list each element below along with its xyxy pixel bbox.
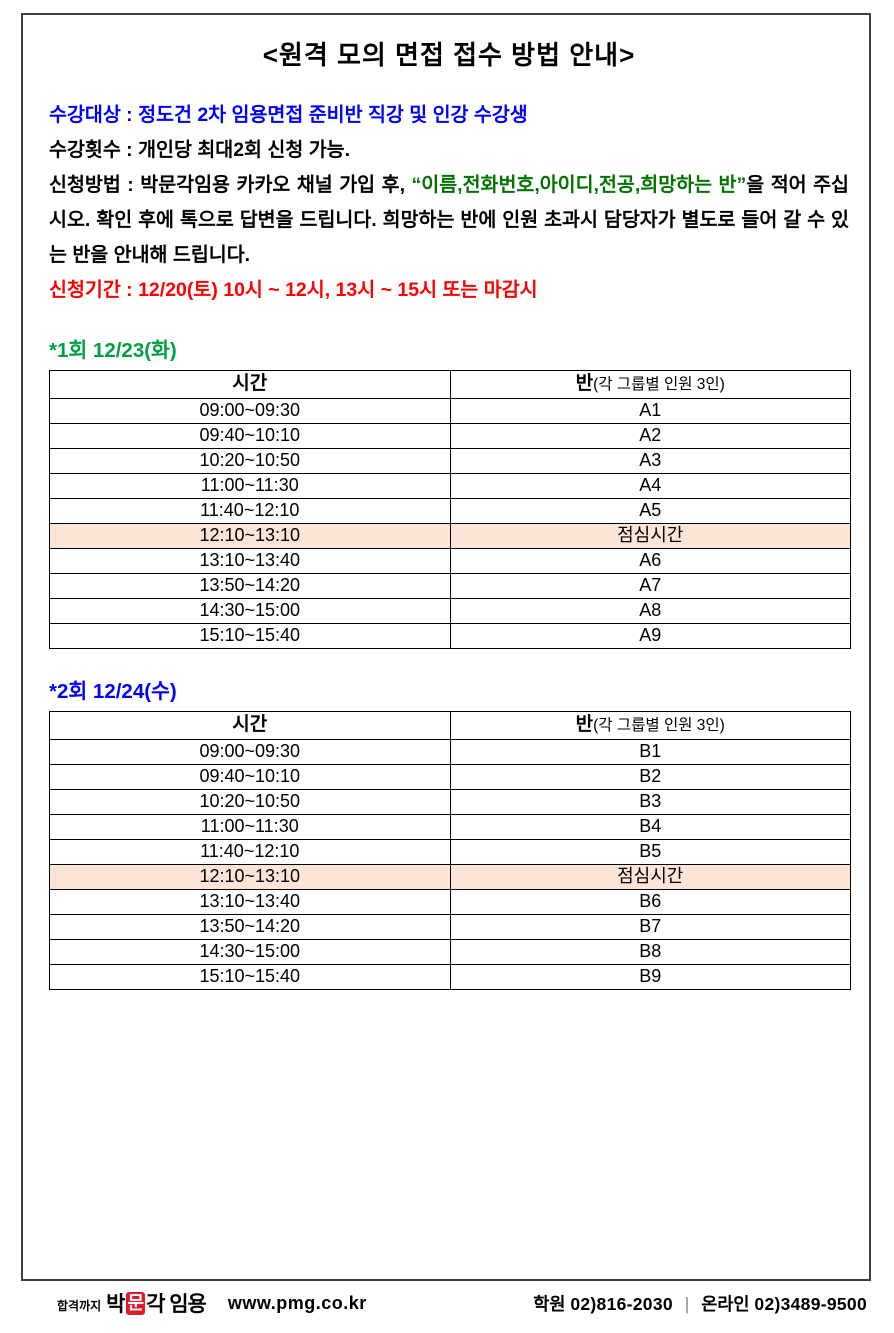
class-cell: A5 [449, 498, 851, 524]
time-cell: 14:30~15:00 [49, 598, 451, 624]
class-cell: B1 [449, 739, 851, 765]
page-border: <원격 모의 면접 접수 방법 안내> 수강대상 : 정도건 2차 임용면접 준… [21, 13, 871, 1281]
time-cell: 09:00~09:30 [49, 398, 451, 424]
class-header-note: (각 그룹별 인원 3인) [593, 376, 725, 394]
class-cell: B9 [449, 964, 851, 990]
time-cell: 13:50~14:20 [49, 914, 451, 940]
time-header-label: 시간 [232, 714, 268, 736]
time-header-cell: 시간 [49, 370, 451, 399]
table-row: 14:30~15:00 A8 [49, 598, 851, 624]
class-cell: B8 [449, 939, 851, 965]
class-cell: A7 [449, 573, 851, 599]
lunch-break-row: 12:10~13:10 점심시간 [49, 864, 851, 890]
table-row: 13:10~13:40 B6 [49, 889, 851, 915]
session-2-heading: *2회 12/24(수) [49, 680, 177, 703]
table-row: 13:50~14:20 B7 [49, 914, 851, 940]
class-cell: 점심시간 [449, 864, 851, 890]
method-text-suffix: 을 적어 주십시오. 확인 후에 톡으로 답변을 드립니다. 희망하는 반에 인… [49, 174, 849, 266]
time-cell: 09:40~10:10 [49, 423, 451, 449]
logo-mun-badge: 문 [125, 1291, 146, 1315]
table-row: 13:10~13:40 A6 [49, 548, 851, 574]
time-header-label: 시간 [232, 373, 268, 395]
class-cell: A6 [449, 548, 851, 574]
table-row: 15:10~15:40 A9 [49, 623, 851, 649]
class-header-note: (각 그룹별 인원 3인) [593, 717, 725, 735]
class-cell: B4 [449, 814, 851, 840]
table-row: 09:40~10:10 B2 [49, 764, 851, 790]
time-cell: 13:10~13:40 [49, 548, 451, 574]
time-cell: 13:10~13:40 [49, 889, 451, 915]
website-url: www.pmg.co.kr [227, 1292, 367, 1313]
time-cell: 13:50~14:20 [49, 573, 451, 599]
time-cell: 12:10~13:10 [49, 523, 451, 549]
session-1-table: 시간 반(각 그룹별 인원 3인) 09:00~09:30 A1 09:40~10… [49, 370, 851, 649]
table-row: 11:40~12:10 B5 [49, 839, 851, 865]
class-header-cell: 반(각 그룹별 인원 3인) [449, 711, 851, 740]
class-cell: B5 [449, 839, 851, 865]
table-row: 09:40~10:10 A2 [49, 423, 851, 449]
table-header-row: 시간 반(각 그룹별 인원 3인) [49, 711, 851, 740]
table-row: 10:20~10:50 A3 [49, 448, 851, 474]
class-header-cell: 반(각 그룹별 인원 3인) [449, 370, 851, 399]
phone-divider: | [684, 1293, 690, 1314]
session-2-table: 시간 반(각 그룹별 인원 3인) 09:00~09:30 B1 09:40~10… [49, 711, 851, 990]
class-cell: B2 [449, 764, 851, 790]
time-cell: 10:20~10:50 [49, 789, 451, 815]
class-cell: A4 [449, 473, 851, 499]
time-cell: 11:40~12:10 [49, 839, 451, 865]
class-header-label: 반 [575, 714, 594, 736]
contact-phones: 학원 02)816-2030 | 온라인 02)3489-9500 [533, 1291, 867, 1316]
application-method-paragraph: 신청방법 : 박문각임용 카카오 채널 가입 후, “이름,전화번호,아이디,전… [49, 168, 849, 273]
target-audience-line: 수강대상 : 정도건 2차 임용면접 준비반 직강 및 인강 수강생 [49, 104, 528, 126]
time-cell: 12:10~13:10 [49, 864, 451, 890]
table-row: 15:10~15:40 B9 [49, 964, 851, 990]
table-row: 09:00~09:30 A1 [49, 398, 851, 424]
class-cell: B7 [449, 914, 851, 940]
class-cell: A8 [449, 598, 851, 624]
class-cell: A2 [449, 423, 851, 449]
time-cell: 09:40~10:10 [49, 764, 451, 790]
lunch-break-row: 12:10~13:10 점심시간 [49, 523, 851, 549]
time-cell: 11:00~11:30 [49, 814, 451, 840]
class-cell: B6 [449, 889, 851, 915]
online-label: 온라인 [701, 1293, 750, 1314]
session-1-heading: *1회 12/23(화) [49, 339, 177, 362]
time-cell: 11:00~11:30 [49, 473, 451, 499]
table-row: 13:50~14:20 A7 [49, 573, 851, 599]
table-row: 10:20~10:50 B3 [49, 789, 851, 815]
table-row: 11:00~11:30 B4 [49, 814, 851, 840]
table-row: 11:00~11:30 A4 [49, 473, 851, 499]
table-row: 14:30~15:00 B8 [49, 939, 851, 965]
class-cell: A9 [449, 623, 851, 649]
class-cell: 점심시간 [449, 523, 851, 549]
class-cell: A3 [449, 448, 851, 474]
table-row: 09:00~09:30 B1 [49, 739, 851, 765]
time-header-cell: 시간 [49, 711, 451, 740]
logo-tagline: 합격까지 [57, 1298, 102, 1313]
logo-part1: 박 [106, 1293, 125, 1316]
class-cell: A1 [449, 398, 851, 424]
time-cell: 15:10~15:40 [49, 623, 451, 649]
table-header-row: 시간 반(각 그룹별 인원 3인) [49, 370, 851, 399]
time-cell: 14:30~15:00 [49, 939, 451, 965]
class-cell: B3 [449, 789, 851, 815]
table-row: 11:40~12:10 A5 [49, 498, 851, 524]
time-cell: 15:10~15:40 [49, 964, 451, 990]
method-required-fields: “이름,전화번호,아이디,전공,희망하는 반” [411, 174, 747, 196]
method-text-prefix: 신청방법 : 박문각임용 카카오 채널 가입 후, [49, 174, 412, 196]
logo-part2: 각 임용 [146, 1293, 207, 1316]
application-period-line: 신청기간 : 12/20(토) 10시 ~ 12시, 13시 ~ 15시 또는 … [49, 279, 538, 301]
time-cell: 11:40~12:10 [49, 498, 451, 524]
academy-label: 학원 [533, 1293, 566, 1314]
page-title: <원격 모의 면접 접수 방법 안내> [262, 40, 636, 70]
time-cell: 09:00~09:30 [49, 739, 451, 765]
online-phone: 02)3489-9500 [754, 1293, 867, 1314]
class-header-label: 반 [575, 373, 594, 395]
session-count-line: 수강횟수 : 개인당 최대2회 신청 가능. [49, 139, 351, 161]
academy-phone: 02)816-2030 [570, 1293, 673, 1314]
time-cell: 10:20~10:50 [49, 448, 451, 474]
